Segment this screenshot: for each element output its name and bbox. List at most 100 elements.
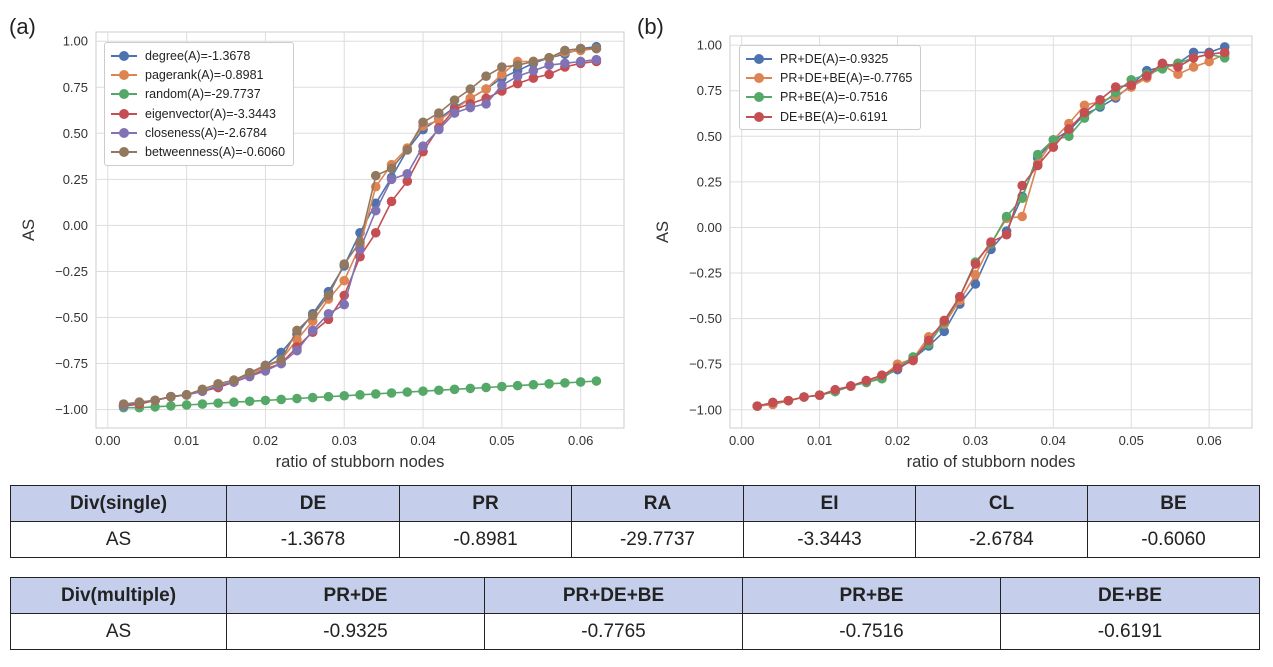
data-point bbox=[307, 310, 318, 321]
data-point bbox=[1188, 53, 1199, 63]
data-point bbox=[1048, 142, 1059, 153]
data-point bbox=[276, 394, 286, 405]
multiple-value-cell: -0.7516 bbox=[742, 613, 1001, 650]
data-point bbox=[1204, 56, 1214, 67]
data-point bbox=[560, 58, 570, 69]
single-header-cell: RA bbox=[571, 485, 744, 522]
data-point bbox=[1032, 160, 1043, 171]
multiple-div-table: Div(multiple) PR+DE PR+DE+BE PR+BE DE+BE… bbox=[10, 577, 1260, 650]
data-point bbox=[481, 99, 491, 109]
data-point bbox=[799, 392, 809, 402]
multiple-header-cell: DE+BE bbox=[1000, 577, 1260, 614]
legend-entry: betweenness(A)=-0.6060 bbox=[111, 142, 285, 161]
legend-entry: closeness(A)=-2.6784 bbox=[111, 123, 285, 142]
y-tick-label: 0.00 bbox=[697, 220, 722, 235]
data-point bbox=[497, 80, 507, 91]
data-point bbox=[497, 69, 507, 80]
y-tick-label: −0.75 bbox=[55, 356, 88, 371]
single-div-table: Div(single) DE PR RA EI CL BE AS -1.3678… bbox=[10, 485, 1260, 558]
data-point bbox=[1064, 124, 1074, 134]
data-point bbox=[418, 141, 428, 151]
single-header-cell: BE bbox=[1087, 485, 1260, 522]
data-point bbox=[512, 78, 523, 89]
data-point bbox=[339, 390, 350, 401]
data-point bbox=[955, 291, 965, 302]
legend-entry: PR+DE+BE(A)=-0.7765 bbox=[746, 68, 912, 87]
single-header-cell: CL bbox=[915, 485, 1088, 522]
y-tick-label: 0.25 bbox=[697, 174, 722, 189]
data-point bbox=[386, 388, 397, 398]
data-point bbox=[307, 325, 318, 336]
data-point bbox=[560, 378, 570, 388]
data-point bbox=[1173, 69, 1183, 80]
single-table-value-row: AS -1.3678 -0.8981 -29.7737 -3.3443 -2.6… bbox=[10, 521, 1260, 558]
y-tick-label: 1.00 bbox=[697, 38, 722, 53]
y-tick-label: 0.00 bbox=[63, 218, 88, 233]
data-point bbox=[260, 360, 271, 371]
y-tick-label: −1.00 bbox=[55, 402, 88, 417]
chart-b: 0.00 0.01 0.02 0.03 0.04 0.05 0.06 −1.00 −0.75 −0… bbox=[654, 35, 1253, 471]
x-tick-label: 0.02 bbox=[253, 433, 278, 448]
data-point bbox=[512, 380, 523, 391]
data-point bbox=[591, 43, 602, 54]
data-point bbox=[768, 397, 778, 408]
data-point bbox=[307, 392, 318, 403]
data-point bbox=[386, 174, 397, 185]
y-tick-label: −0.75 bbox=[689, 357, 722, 372]
y-tick-label: −0.50 bbox=[689, 311, 722, 326]
data-point bbox=[970, 259, 981, 269]
data-point bbox=[986, 237, 996, 247]
data-point bbox=[1095, 95, 1105, 105]
y-tick-label: 0.75 bbox=[63, 80, 88, 95]
data-point bbox=[1126, 80, 1137, 91]
data-point bbox=[892, 363, 903, 373]
legend-entry: pagerank(A)=-0.8981 bbox=[111, 65, 285, 84]
data-point bbox=[355, 244, 365, 255]
data-point bbox=[752, 401, 763, 411]
data-point bbox=[323, 309, 334, 319]
y-tick-label: −1.00 bbox=[689, 402, 722, 417]
data-point bbox=[118, 399, 129, 409]
multiple-table-value-row: AS -0.9325 -0.7765 -0.7516 -0.6191 bbox=[10, 613, 1260, 650]
legend-entry: PR+DE(A)=-0.9325 bbox=[746, 49, 912, 68]
multiple-header-cell: PR+DE bbox=[226, 577, 485, 614]
single-header-cell: DE bbox=[226, 485, 400, 522]
data-point bbox=[213, 378, 223, 389]
panel-a-label: (a) bbox=[9, 14, 36, 39]
data-point bbox=[528, 73, 539, 83]
legend-label: betweenness(A)=-0.6060 bbox=[145, 145, 286, 160]
data-point bbox=[497, 381, 507, 392]
single-value-cell: -0.8981 bbox=[399, 521, 572, 558]
chart-a: 0.00 0.01 0.02 0.03 0.04 0.05 0.06 −1.00 −0.75 −0… bbox=[20, 31, 625, 471]
legend-marker-icon bbox=[746, 111, 772, 123]
data-point bbox=[1064, 131, 1074, 142]
data-point bbox=[528, 56, 539, 67]
data-point bbox=[166, 401, 176, 411]
y-tick-label: 1.00 bbox=[63, 34, 88, 49]
data-point bbox=[939, 315, 950, 326]
legend-marker-icon bbox=[746, 53, 772, 65]
legend-entry: PR+BE(A)=-0.7516 bbox=[746, 88, 912, 107]
x-tick-label: 0.05 bbox=[1119, 433, 1144, 448]
data-point bbox=[418, 386, 428, 396]
data-point bbox=[575, 56, 586, 67]
data-point bbox=[1017, 193, 1027, 204]
data-point bbox=[449, 384, 460, 395]
data-point bbox=[386, 196, 397, 207]
multiple-value-cell: -0.9325 bbox=[226, 613, 485, 650]
data-point bbox=[970, 270, 981, 280]
data-point bbox=[229, 375, 239, 385]
data-point bbox=[512, 60, 523, 70]
data-point bbox=[861, 375, 872, 386]
single-value-cell: -0.6060 bbox=[1087, 521, 1260, 558]
panel-b-label: (b) bbox=[637, 14, 664, 39]
data-point bbox=[292, 393, 302, 404]
y-tick-label: −0.25 bbox=[55, 264, 88, 279]
data-point bbox=[244, 396, 255, 407]
data-point bbox=[402, 387, 413, 397]
data-point bbox=[292, 345, 302, 356]
single-header-cell: EI bbox=[743, 485, 916, 522]
data-point bbox=[260, 395, 271, 406]
single-value-cell: -2.6784 bbox=[915, 521, 1088, 558]
single-header-cell: PR bbox=[399, 485, 572, 522]
